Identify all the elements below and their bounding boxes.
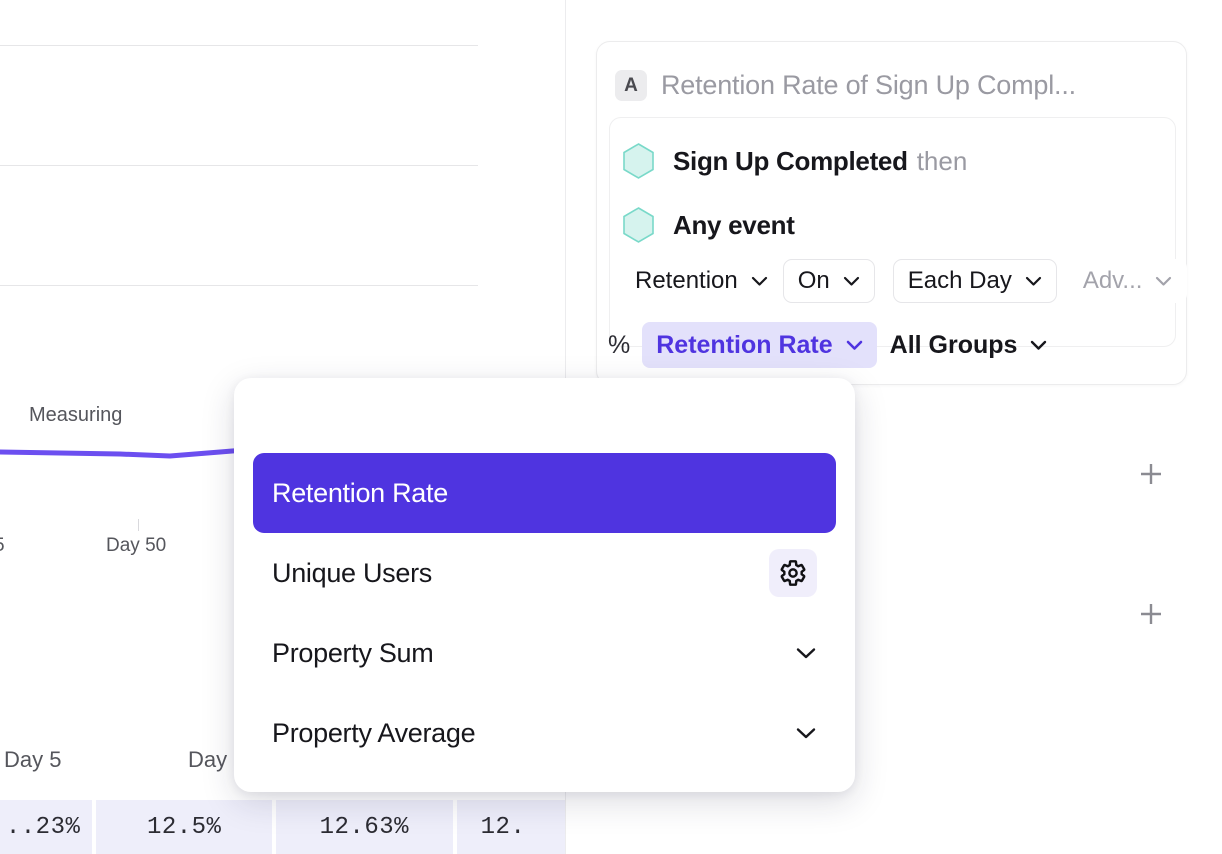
add-step-plus-icon[interactable] — [1138, 461, 1164, 487]
event-connector: then — [916, 145, 968, 176]
events-container: Sign Up Completed then Any event Retentio… — [609, 117, 1188, 347]
menu-item-unique-users[interactable]: Unique Users — [253, 533, 836, 613]
retention-type-dropdown[interactable]: Retention — [620, 259, 783, 303]
retention-type-label: Retention — [635, 267, 738, 294]
chart-gridline — [0, 165, 478, 166]
query-card-title[interactable]: Retention Rate of Sign Up Compl... — [661, 70, 1076, 100]
query-card-header: A Retention Rate of Sign Up Compl... — [615, 70, 1076, 101]
advanced-label: Adv... — [1082, 267, 1143, 294]
menu-item-label: Unique Users — [272, 557, 432, 588]
x-axis-label-day-5: Day 5 — [4, 747, 62, 772]
gear-settings-button[interactable] — [769, 549, 817, 597]
measuring-options-list: Retention Rate Unique Users Property Sum — [234, 453, 855, 773]
chart-gridline — [0, 45, 478, 46]
table-cell: ..23% — [0, 800, 93, 854]
event-label: Sign Up Completed then — [673, 146, 967, 177]
chevron-down-icon — [843, 276, 859, 286]
table-cell: 12.5% — [96, 800, 273, 854]
groups-dropdown[interactable]: All Groups — [877, 322, 1061, 368]
chevron-down-icon[interactable] — [795, 646, 817, 660]
measuring-metric-label: Retention Rate — [656, 330, 833, 359]
menu-item-label: Retention Rate — [272, 477, 448, 508]
groups-label: All Groups — [889, 330, 1018, 359]
series-letter-badge: A — [615, 70, 647, 101]
chevron-down-icon — [846, 340, 862, 350]
chevron-down-icon — [1025, 276, 1041, 286]
hexagon-event-icon — [623, 207, 654, 243]
x-axis-label-day-50: Day 50 — [106, 535, 167, 556]
retention-on-label: On — [797, 267, 830, 294]
table-cell: 12.63% — [276, 800, 453, 854]
event-label: Any event — [673, 210, 795, 241]
chevron-down-icon[interactable] — [795, 726, 817, 740]
retention-interval-dropdown[interactable]: Each Day — [892, 259, 1057, 303]
x-axis-tick — [138, 519, 139, 531]
measuring-metric-dropdown[interactable]: Retention Rate — [642, 322, 877, 368]
event-row[interactable]: Any event — [621, 206, 795, 244]
x-axis-label-partial: 5 — [0, 535, 5, 557]
query-builder-card: A Retention Rate of Sign Up Compl... Sig… — [596, 41, 1188, 385]
menu-item-property-sum[interactable]: Property Sum — [253, 613, 836, 693]
event-row[interactable]: Sign Up Completed then — [621, 142, 967, 180]
retention-controls-row: Retention On Each Day Adv... — [620, 259, 1188, 303]
measuring-section-label: Measuring — [29, 404, 123, 426]
measuring-dropdown-menu: Retention Rate Unique Users Property Sum — [234, 378, 855, 792]
event-name: Sign Up Completed — [673, 145, 908, 176]
menu-item-trailing — [795, 726, 817, 740]
retention-table-row: ..23% 12.5% 12.63% 12. — [0, 800, 566, 854]
chevron-down-icon — [1156, 276, 1172, 286]
add-step-plus-icon[interactable] — [1138, 601, 1164, 627]
chevron-down-icon — [1031, 340, 1047, 350]
event-name: Any event — [673, 209, 795, 240]
chart-gridline — [0, 285, 478, 286]
menu-item-trailing — [769, 549, 817, 597]
metric-selection-row: % Retention Rate All Groups — [608, 322, 1060, 368]
x-axis-label-day-truncated: Day — [188, 747, 228, 772]
advanced-dropdown[interactable]: Adv... — [1067, 259, 1188, 303]
percent-symbol: % — [608, 330, 631, 359]
menu-item-retention-rate[interactable]: Retention Rate — [253, 453, 836, 533]
retention-interval-label: Each Day — [907, 267, 1012, 294]
table-cell: 12. — [456, 800, 566, 854]
hexagon-event-icon — [623, 143, 654, 179]
menu-item-trailing — [795, 646, 817, 660]
menu-item-label: Property Average — [272, 717, 476, 748]
menu-item-property-average[interactable]: Property Average — [253, 693, 836, 773]
menu-item-label: Property Sum — [272, 637, 434, 668]
chevron-down-icon — [751, 276, 767, 286]
gear-icon — [780, 560, 806, 586]
retention-on-dropdown[interactable]: On — [782, 259, 875, 303]
